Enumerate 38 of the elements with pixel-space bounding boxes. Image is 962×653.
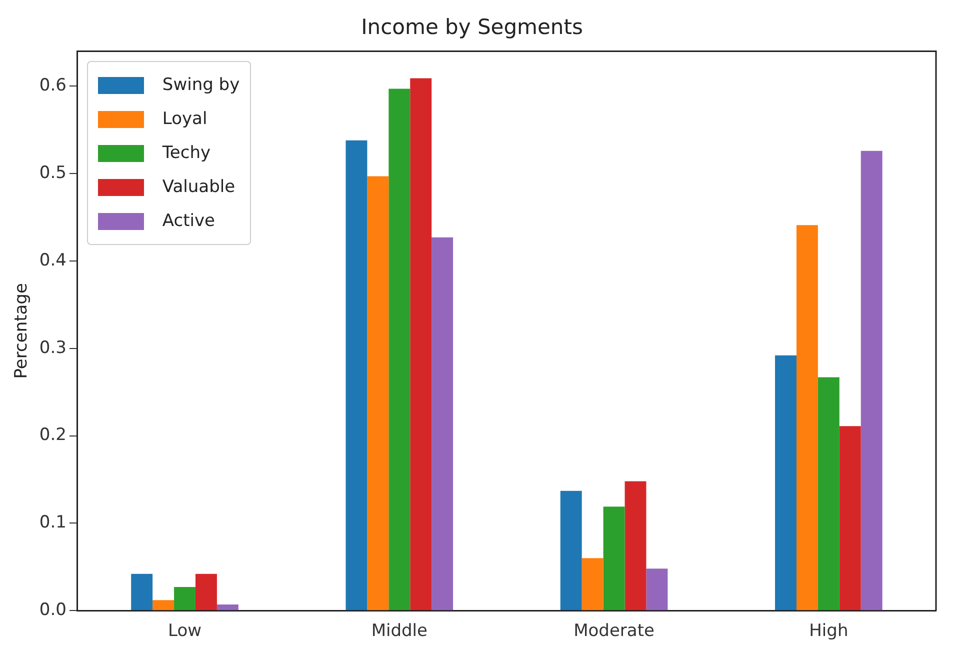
x-tick-label: Low — [168, 621, 202, 642]
legend-label: Active — [162, 211, 216, 232]
x-tick-label: High — [809, 621, 848, 642]
bar — [775, 355, 796, 610]
x-tick-label: Middle — [371, 621, 428, 642]
bar — [560, 490, 582, 610]
chart-title: Income by Segments — [361, 15, 583, 40]
bar — [624, 481, 646, 610]
bar — [432, 237, 454, 610]
bar — [195, 574, 217, 610]
y-tick-label: 0.1 — [39, 512, 66, 533]
x-tick-label: Moderate — [574, 621, 654, 642]
bar — [646, 568, 668, 610]
legend-label: Techy — [162, 143, 211, 164]
y-tick-label: 0.2 — [39, 425, 66, 446]
bar — [388, 88, 410, 610]
bar — [796, 225, 818, 610]
bar — [582, 558, 604, 610]
y-tick-label: 0.4 — [39, 250, 66, 270]
y-tick-label: 0.0 — [39, 600, 66, 620]
bar — [131, 574, 153, 610]
bar — [152, 600, 174, 610]
bar — [174, 587, 196, 610]
bar — [216, 604, 238, 610]
bar — [603, 506, 625, 610]
bar — [860, 150, 882, 610]
bar — [839, 426, 861, 610]
bar — [818, 377, 840, 610]
bar — [346, 140, 368, 610]
y-tick-label: 0.6 — [39, 76, 66, 96]
legend-label: Loyal — [162, 109, 208, 130]
legend-label: Swing by — [162, 75, 240, 96]
y-tick-label: 0.3 — [39, 338, 66, 358]
bar — [410, 78, 432, 610]
bar — [367, 176, 389, 610]
y-axis-title: Percentage — [12, 283, 32, 379]
y-tick-label: 0.5 — [39, 162, 66, 183]
legend-label: Valuable — [162, 177, 236, 198]
